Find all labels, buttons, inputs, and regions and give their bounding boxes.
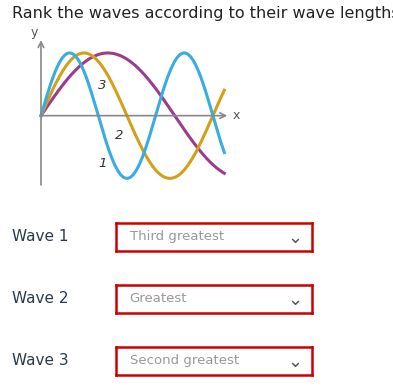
Text: Wave 1: Wave 1 xyxy=(12,229,68,244)
Text: Wave 3: Wave 3 xyxy=(12,353,68,368)
Text: 1: 1 xyxy=(98,157,106,170)
Text: Rank the waves according to their wave lengths.: Rank the waves according to their wave l… xyxy=(12,6,393,21)
Text: 3: 3 xyxy=(98,79,106,92)
Text: Second greatest: Second greatest xyxy=(130,354,239,367)
Text: Third greatest: Third greatest xyxy=(130,230,224,243)
Text: ⌄: ⌄ xyxy=(287,229,302,247)
Text: Greatest: Greatest xyxy=(130,292,187,305)
Text: x: x xyxy=(233,109,240,122)
Text: ⌄: ⌄ xyxy=(287,291,302,309)
Text: ⌄: ⌄ xyxy=(287,353,302,371)
Text: 2: 2 xyxy=(115,130,123,142)
Text: y: y xyxy=(30,26,38,39)
Text: Wave 2: Wave 2 xyxy=(12,291,68,306)
